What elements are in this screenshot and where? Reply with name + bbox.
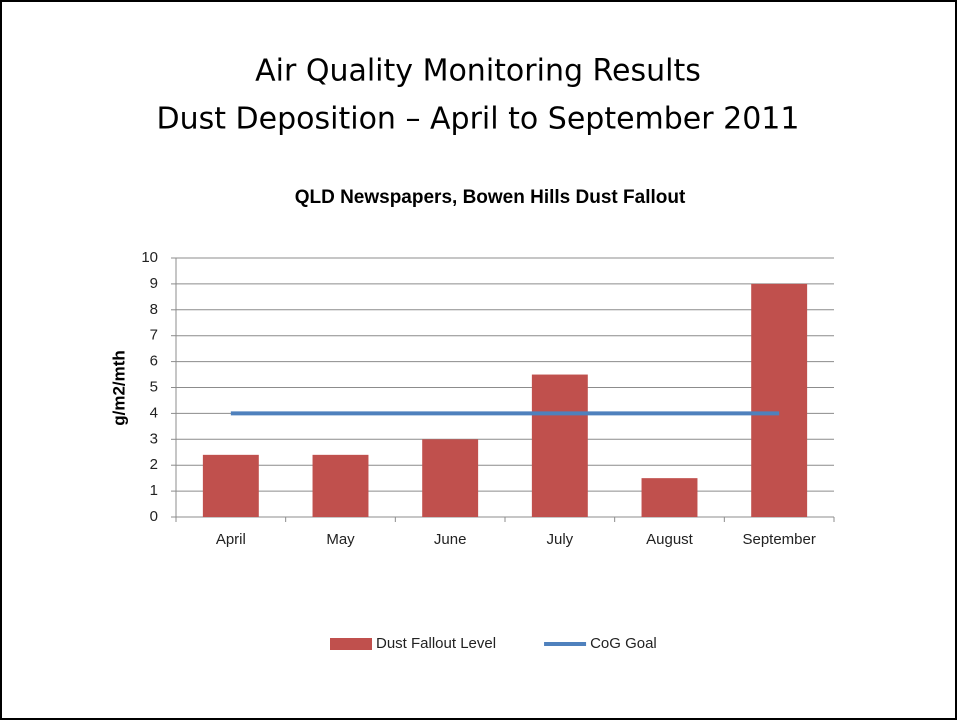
legend-swatch [330, 638, 372, 650]
x-tick-label: July [546, 531, 573, 548]
x-tick-label: May [326, 531, 355, 548]
slide-title: Air Quality Monitoring Results [255, 54, 701, 89]
bar [751, 283, 808, 517]
slide-subtitle: Dust Deposition – April to September 201… [157, 102, 800, 137]
legend-label: CoG Goal [590, 635, 657, 652]
y-tick-label: 10 [141, 249, 158, 266]
y-tick-label: 9 [150, 275, 158, 292]
bar [202, 454, 259, 517]
bar [312, 454, 369, 517]
y-tick-label: 0 [150, 508, 158, 525]
y-tick-label: 5 [150, 378, 158, 395]
chart-title: QLD Newspapers, Bowen Hills Dust Fallout [295, 187, 686, 208]
x-tick-label: September [742, 531, 815, 548]
bar [531, 374, 588, 517]
x-tick-label: June [434, 531, 467, 548]
x-tick-label: August [646, 531, 694, 548]
legend-label: Dust Fallout Level [376, 635, 496, 652]
y-tick-label: 3 [150, 430, 158, 447]
y-tick-label: 4 [150, 404, 158, 421]
x-tick-label: April [216, 531, 246, 548]
y-tick-label: 7 [150, 327, 158, 344]
bar [641, 478, 698, 517]
y-tick-label: 2 [150, 456, 158, 473]
y-tick-label: 8 [150, 301, 158, 318]
y-axis-label: g/m2/mth [109, 350, 128, 426]
bar [422, 439, 479, 517]
y-tick-label: 1 [150, 482, 158, 499]
y-tick-label: 6 [150, 353, 158, 370]
